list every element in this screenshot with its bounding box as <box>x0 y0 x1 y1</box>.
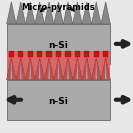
Polygon shape <box>82 2 92 24</box>
Polygon shape <box>35 58 44 80</box>
Polygon shape <box>63 58 68 80</box>
Polygon shape <box>82 58 87 80</box>
Polygon shape <box>101 2 110 24</box>
Polygon shape <box>54 58 59 80</box>
Polygon shape <box>11 58 16 80</box>
Polygon shape <box>59 58 63 80</box>
Polygon shape <box>92 2 101 24</box>
Bar <box>47 51 52 57</box>
Bar <box>56 51 61 57</box>
Polygon shape <box>26 2 35 24</box>
Polygon shape <box>7 58 16 80</box>
Bar <box>28 51 33 57</box>
Polygon shape <box>106 58 110 80</box>
Polygon shape <box>92 58 101 80</box>
Bar <box>65 51 70 57</box>
Polygon shape <box>16 58 26 80</box>
Bar <box>37 51 42 57</box>
Polygon shape <box>49 58 54 80</box>
Text: Micro-pyramids: Micro-pyramids <box>22 3 95 12</box>
Polygon shape <box>21 58 26 80</box>
Polygon shape <box>101 58 110 80</box>
Bar <box>7 24 110 64</box>
Polygon shape <box>54 58 63 80</box>
Polygon shape <box>44 58 49 80</box>
Polygon shape <box>35 2 44 24</box>
Polygon shape <box>26 58 30 80</box>
Text: n-Si: n-Si <box>49 97 68 106</box>
Polygon shape <box>92 58 96 80</box>
Polygon shape <box>30 58 35 80</box>
Polygon shape <box>7 2 16 24</box>
Bar <box>75 51 80 57</box>
Polygon shape <box>87 58 92 80</box>
Polygon shape <box>16 2 26 24</box>
Polygon shape <box>73 2 82 24</box>
Polygon shape <box>82 58 92 80</box>
Polygon shape <box>54 2 63 24</box>
Polygon shape <box>44 2 54 24</box>
Polygon shape <box>7 58 11 80</box>
Polygon shape <box>44 58 54 80</box>
Polygon shape <box>73 58 82 80</box>
Bar <box>7 51 110 80</box>
Polygon shape <box>101 58 106 80</box>
Bar <box>18 51 23 57</box>
Polygon shape <box>63 58 73 80</box>
Polygon shape <box>35 58 40 80</box>
Bar <box>103 51 108 57</box>
Polygon shape <box>68 58 73 80</box>
Polygon shape <box>77 58 82 80</box>
Polygon shape <box>73 58 77 80</box>
Polygon shape <box>96 58 101 80</box>
Polygon shape <box>16 58 21 80</box>
Text: n-Si: n-Si <box>49 41 68 50</box>
Bar <box>7 80 110 120</box>
Polygon shape <box>63 2 73 24</box>
Bar <box>7 51 110 58</box>
Polygon shape <box>26 58 35 80</box>
Polygon shape <box>40 58 44 80</box>
Bar <box>84 51 89 57</box>
Bar <box>94 51 99 57</box>
Bar <box>9 51 14 57</box>
